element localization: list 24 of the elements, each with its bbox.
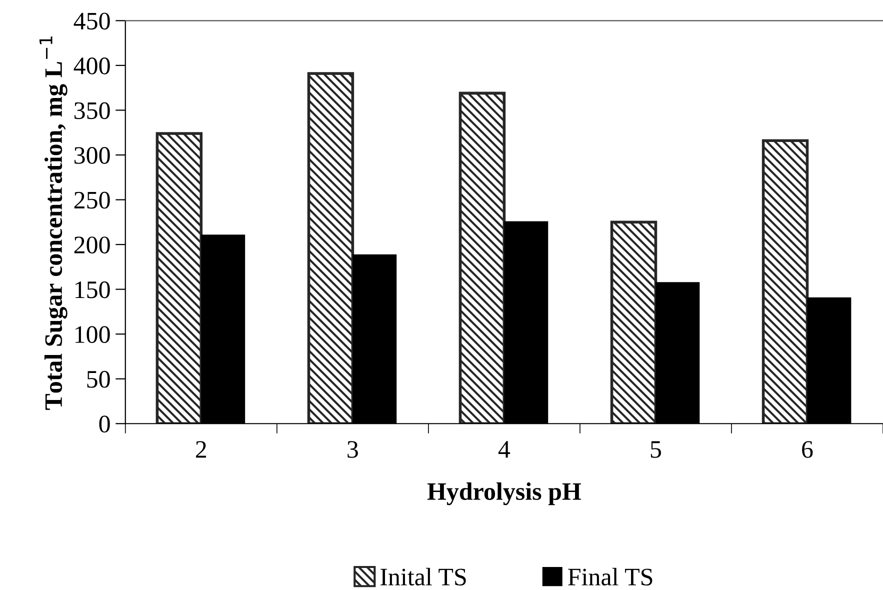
y-tick-label: 300: [74, 147, 110, 164]
x-axis-title: Hydrolysis pH: [427, 482, 582, 506]
x-tick-label: 6: [802, 441, 813, 458]
y-tick-label: 400: [74, 57, 110, 74]
x-tick-label: 5: [650, 441, 661, 458]
bar: [156, 132, 203, 424]
y-tick-label: 450: [74, 12, 110, 30]
y-tick-label: 150: [76, 281, 110, 298]
x-tick-label: 4: [498, 441, 510, 458]
bar: [458, 92, 506, 424]
y-tick-label: 0: [99, 416, 110, 433]
bar: [307, 72, 354, 424]
y-tick-label: 350: [74, 102, 110, 120]
legend-label: Final TS: [568, 568, 652, 586]
y-tick-label: 200: [74, 236, 110, 254]
x-tick-label: 3: [348, 441, 358, 458]
y-tick-label: 250: [74, 192, 110, 209]
bar: [762, 139, 809, 424]
bar: [610, 220, 658, 424]
legend-label: Inital TS: [380, 568, 466, 586]
y-tick-label: 50: [87, 370, 110, 388]
y-tick-label: 100: [76, 326, 110, 343]
x-tick-label: 2: [196, 441, 206, 458]
y-axis-title: Total Sugar concentration, mg L$^{−1}$: [39, 36, 68, 410]
